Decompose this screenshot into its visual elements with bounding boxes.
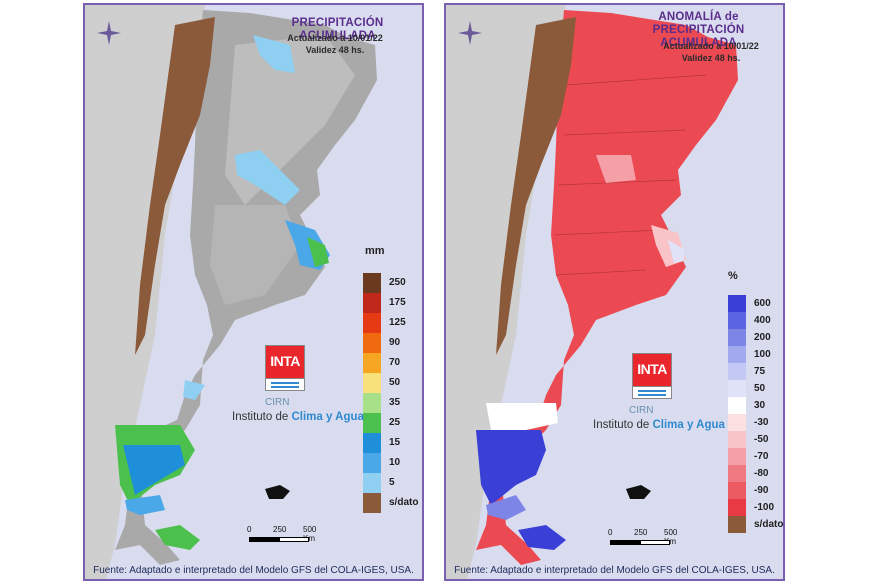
legend-swatch [728, 346, 746, 363]
compass-rose-icon [458, 21, 482, 45]
map-title-line1: ANOMALÍA de [658, 11, 739, 23]
legend-label: -80 [754, 467, 769, 479]
legend-label: -30 [754, 416, 769, 428]
legend-swatch [363, 493, 381, 513]
inta-logo: INTA [632, 353, 672, 399]
legend-swatch [363, 353, 381, 373]
legend-swatch [363, 273, 381, 293]
institute-name: Instituto de Clima y Agua [593, 419, 725, 431]
legend-swatch [363, 433, 381, 453]
map-title-line2: PRECIPITACIÓN ACUMULADA [652, 24, 745, 49]
legend-label: 400 [754, 314, 771, 326]
legend-label: 10 [389, 457, 401, 468]
legend-swatch [728, 363, 746, 380]
legend-swatch [728, 312, 746, 329]
anomaly-map-panel: ANOMALÍA de PRECIPITACIÓN ACUMULADA Actu… [444, 3, 785, 581]
inta-logo: INTA [265, 345, 305, 391]
legend-label: 250 [389, 277, 406, 288]
legend-label: -100 [754, 501, 775, 513]
legend-swatch [728, 397, 746, 414]
legend-swatch [363, 313, 381, 333]
legend-swatch [363, 473, 381, 493]
legend-label: 30 [754, 399, 766, 411]
legend-label: s/dato [754, 518, 784, 530]
legend-swatch [363, 393, 381, 413]
legend-swatch [363, 373, 381, 393]
map-title: PRECIPITACIÓN ACUMULADA [291, 17, 384, 42]
cirn-logo-text: CIRN [265, 397, 290, 408]
legend-label: 25 [389, 417, 401, 428]
validity-text: Validez 48 hs. [305, 45, 365, 55]
legend-swatch [728, 482, 746, 499]
data-source-note: Fuente: Adaptado e interpretado del Mode… [454, 565, 775, 576]
legend-swatch [728, 295, 746, 312]
legend-swatch [363, 453, 381, 473]
legend-label: 75 [754, 365, 766, 377]
legend-unit: % [728, 270, 738, 282]
legend-unit: mm [365, 245, 385, 257]
legend-swatch [363, 413, 381, 433]
cirn-logo-text: CIRN [629, 405, 654, 416]
precipitation-map [85, 5, 377, 579]
legend-swatch [728, 516, 746, 533]
compass-rose-icon [97, 21, 121, 45]
legend-label: 15 [389, 437, 401, 448]
legend-label: 70 [389, 357, 401, 368]
legend-label: 600 [754, 297, 771, 309]
precipitation-map-panel: PRECIPITACIÓN ACUMULADA Actualizado a 10… [83, 3, 424, 581]
validity-text: Validez 48 hs. [681, 53, 741, 63]
legend-swatch [728, 329, 746, 346]
legend-label: -90 [754, 484, 769, 496]
updated-date: Actualizado a 10/01/22 [287, 33, 383, 43]
institute-name: Instituto de Clima y Agua [232, 411, 364, 423]
map-scale-bar: 0 250 500 Km [608, 528, 678, 546]
legend-label: 175 [389, 297, 406, 308]
legend-label: -50 [754, 433, 769, 445]
legend-label: s/dato [389, 497, 419, 508]
legend-label: 200 [754, 331, 771, 343]
updated-date: Actualizado a 10/01/22 [663, 41, 759, 51]
anomaly-map [446, 5, 738, 579]
map-scale-bar: 0 250 500 Km [247, 525, 317, 543]
legend-swatch [363, 333, 381, 353]
legend-swatch [363, 293, 381, 313]
legend-label: 50 [389, 377, 401, 388]
legend-label: 125 [389, 317, 406, 328]
legend-swatch [728, 465, 746, 482]
legend-label: 5 [389, 477, 395, 488]
legend-swatch [728, 380, 746, 397]
legend-swatch [728, 414, 746, 431]
legend-swatch [728, 499, 746, 516]
legend-swatch [728, 431, 746, 448]
legend-label: 100 [754, 348, 771, 360]
legend-swatch [728, 448, 746, 465]
legend-label: 35 [389, 397, 401, 408]
legend-label: 50 [754, 382, 766, 394]
legend-label: -70 [754, 450, 769, 462]
data-source-note: Fuente: Adaptado e interpretado del Mode… [93, 565, 414, 576]
legend-label: 90 [389, 337, 401, 348]
